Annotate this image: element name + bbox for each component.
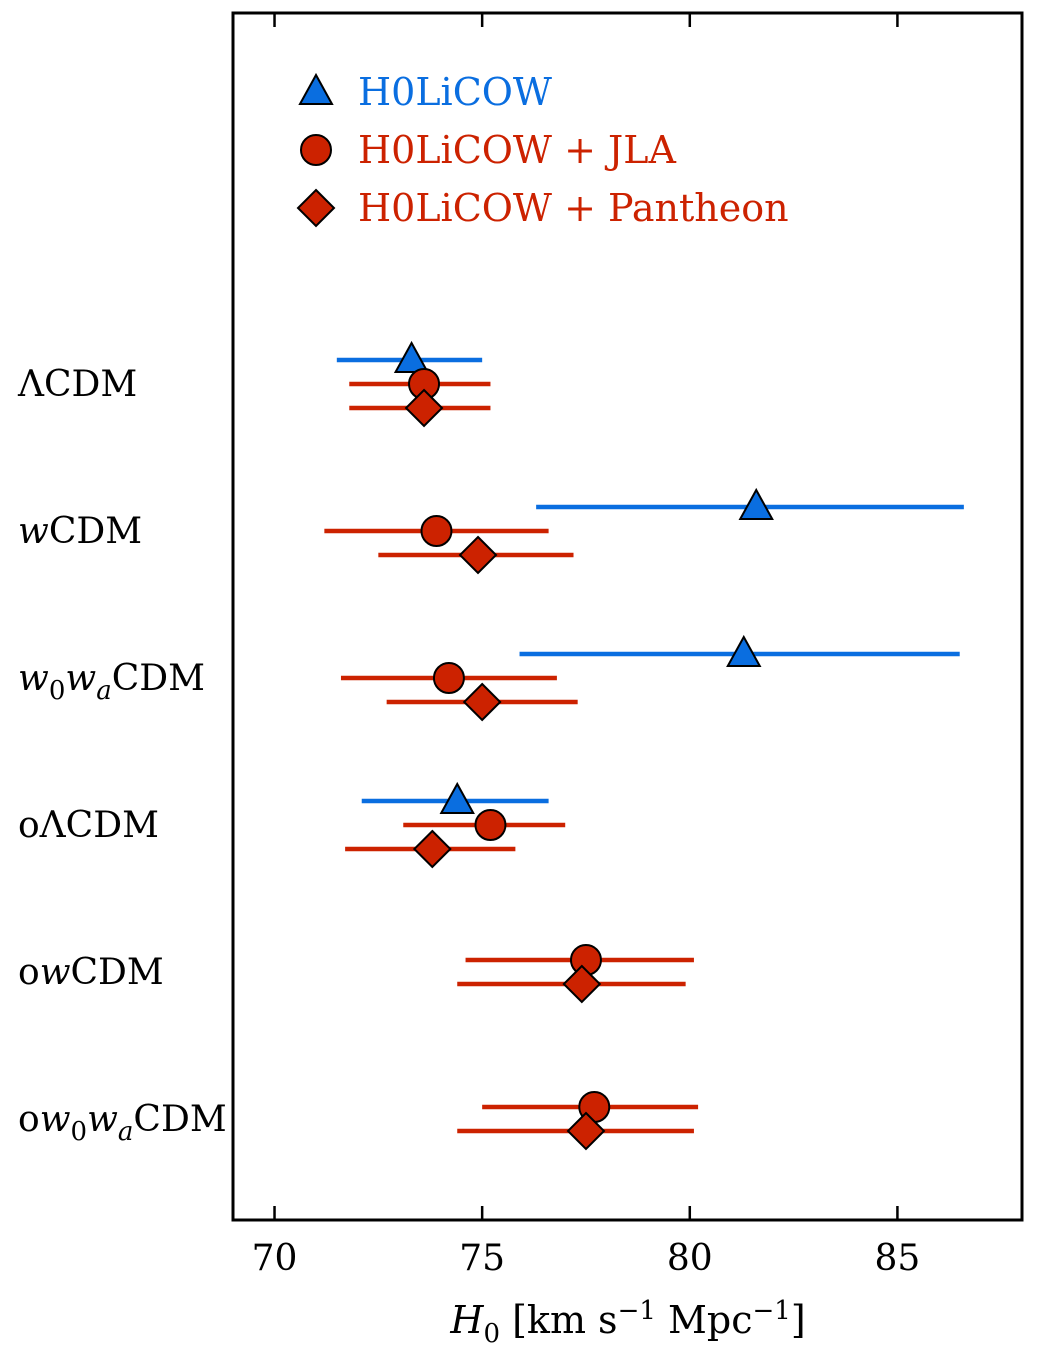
circle-marker xyxy=(420,515,453,547)
x-tick-label: 75 xyxy=(459,1238,505,1279)
model-label: owCDM xyxy=(18,952,164,993)
triangle-marker xyxy=(738,487,774,520)
x-tick-label: 70 xyxy=(252,1238,298,1279)
legend-diamond-icon xyxy=(296,188,336,228)
legend-circle-icon xyxy=(300,134,332,166)
legend-label: H0LiCOW + Pantheon xyxy=(358,186,789,230)
model-label: ow0waCDM xyxy=(18,1099,227,1147)
diamond-marker xyxy=(566,1111,606,1151)
model-label: ΛCDM xyxy=(17,364,137,405)
model-label: oΛCDM xyxy=(18,805,159,846)
circle-marker xyxy=(474,809,507,841)
model-labels: ΛCDM wCDM w0waCDM oΛCDM owCDM ow0waCDM xyxy=(17,364,227,1147)
triangle-marker xyxy=(726,634,762,667)
legend: H0LiCOW H0LiCOW + JLA H0LiCOW + Pantheon xyxy=(296,70,789,230)
model-label: w0waCDM xyxy=(18,658,205,706)
legend-triangle-icon xyxy=(298,72,334,105)
diamond-marker xyxy=(562,964,602,1004)
x-tick-label: 80 xyxy=(667,1238,713,1279)
diamond-marker xyxy=(458,535,498,575)
model-label: wCDM xyxy=(18,511,142,552)
legend-label: H0LiCOW xyxy=(358,70,552,114)
diamond-marker xyxy=(404,388,444,428)
data-markers xyxy=(393,340,774,1151)
x-axis-label: H0 [km s−1 Mpc−1] xyxy=(449,1296,805,1349)
legend-label: H0LiCOW + JLA xyxy=(358,128,676,172)
x-ticks: 70 75 80 85 xyxy=(252,13,921,1279)
triangle-marker xyxy=(439,781,475,814)
triangle-marker xyxy=(393,340,430,373)
diamond-marker xyxy=(462,682,502,722)
x-tick-label: 85 xyxy=(875,1238,921,1279)
circle-marker xyxy=(432,662,465,694)
diamond-marker xyxy=(412,829,452,869)
plot-frame xyxy=(231,11,1024,1222)
error-bars xyxy=(324,357,964,1134)
